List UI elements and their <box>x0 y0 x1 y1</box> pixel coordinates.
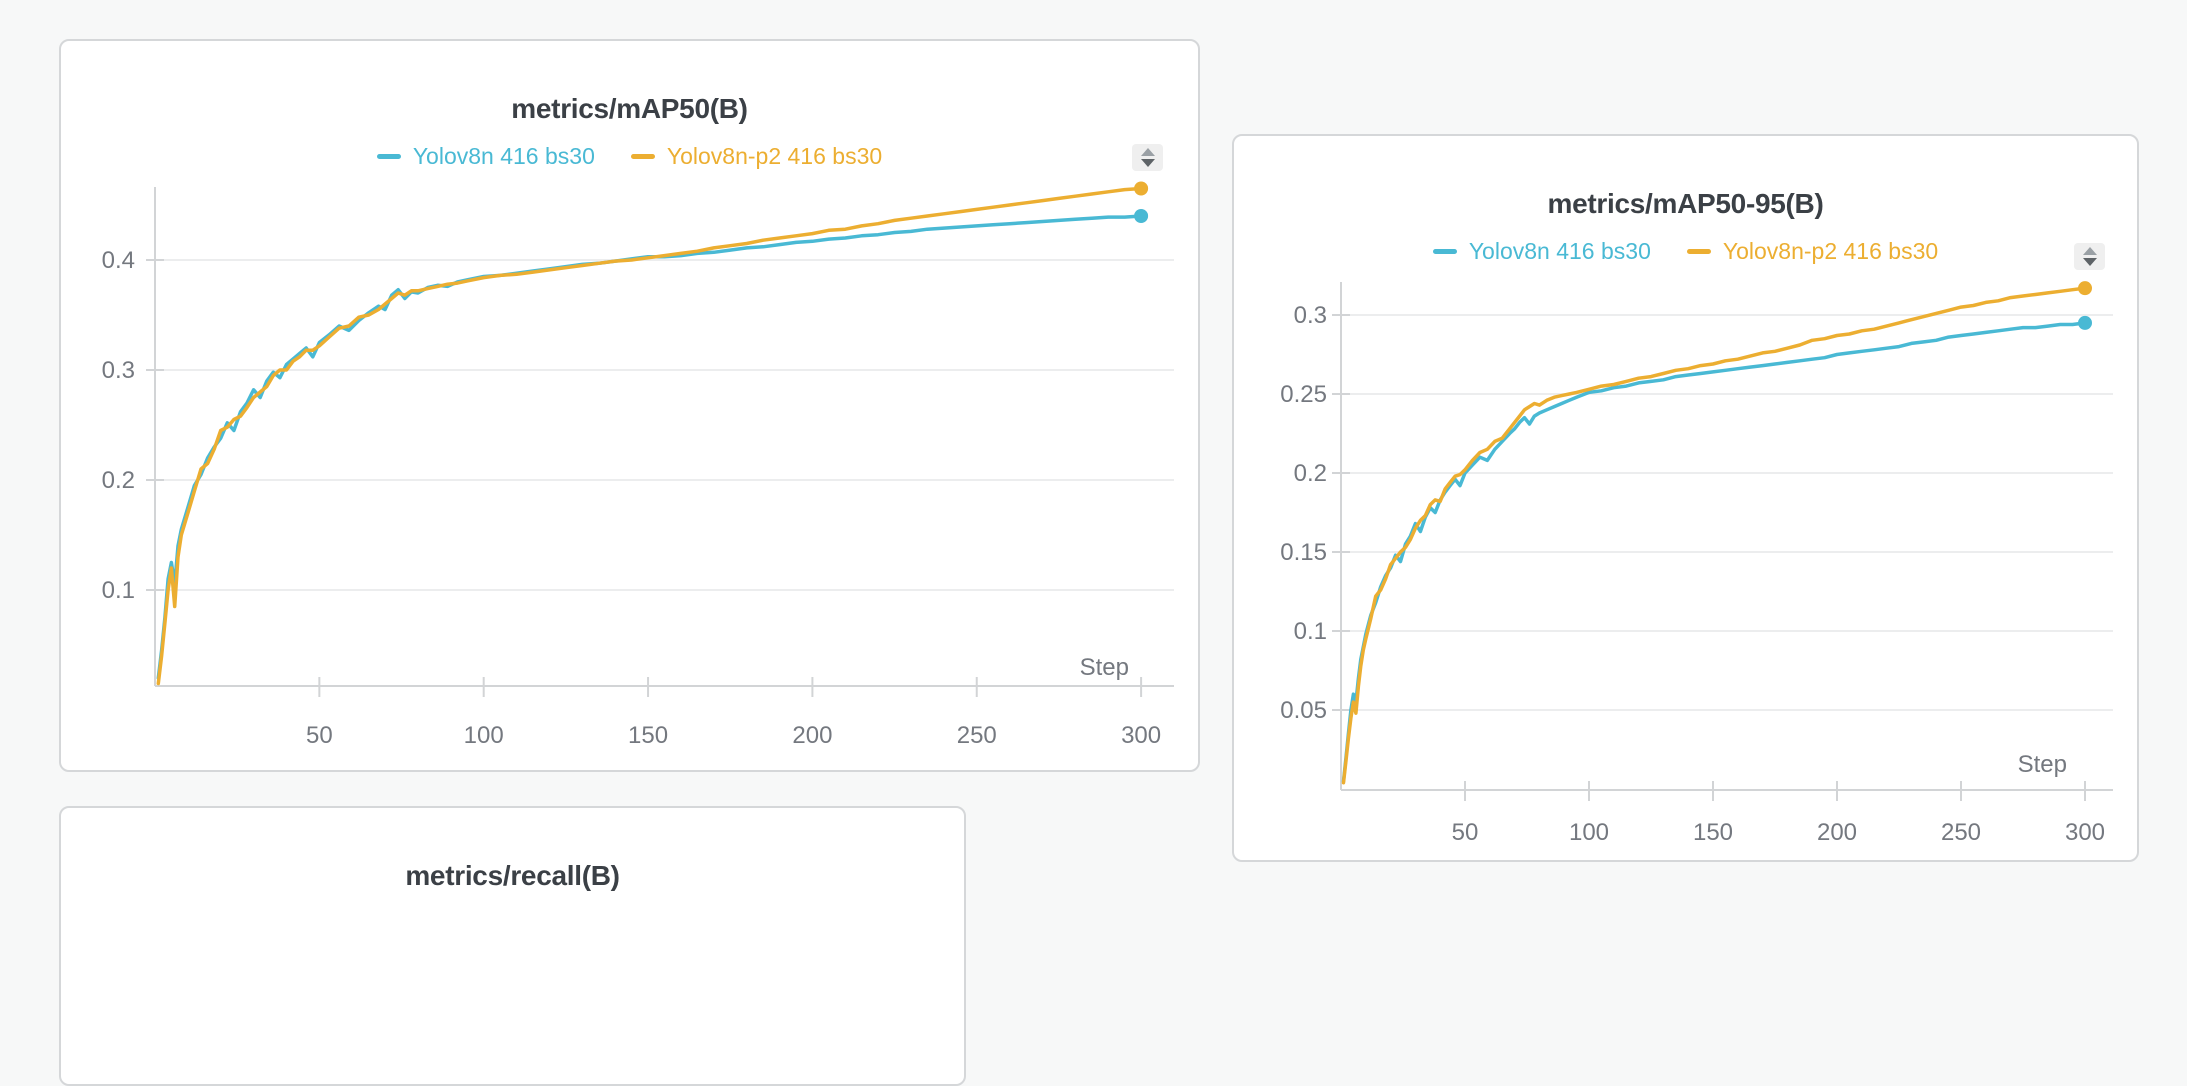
triangle-up-icon <box>1140 148 1155 156</box>
chart-panel-recall: metrics/recall(B) <box>59 806 966 1086</box>
svg-text:0.05: 0.05 <box>1280 697 1327 724</box>
svg-text:0.3: 0.3 <box>102 357 135 384</box>
svg-text:0.3: 0.3 <box>1294 302 1327 329</box>
svg-text:0.1: 0.1 <box>1294 618 1327 645</box>
svg-text:0.2: 0.2 <box>102 467 135 494</box>
legend-line-swatch <box>630 154 655 159</box>
triangle-down-icon <box>2082 258 2097 266</box>
chart-title: metrics/mAP50-95(B) <box>1547 188 1824 219</box>
svg-text:300: 300 <box>2065 819 2105 846</box>
legend-line-swatch <box>376 154 401 159</box>
legend-label: Yolov8n 416 bs30 <box>412 143 595 169</box>
svg-text:0.1: 0.1 <box>102 577 135 604</box>
svg-text:0.25: 0.25 <box>1280 381 1327 408</box>
legend-item-run2[interactable]: Yolov8n-p2 416 bs30 <box>630 143 883 170</box>
panel-resize-stepper-icon[interactable] <box>2074 243 2105 270</box>
svg-text:100: 100 <box>1569 819 1609 846</box>
legend-item-run1[interactable]: Yolov8n 416 bs30 <box>376 143 595 170</box>
legend-item-run2[interactable]: Yolov8n-p2 416 bs30 <box>1686 238 1939 265</box>
legend-line-swatch <box>1686 249 1711 254</box>
metrics-dashboard-workspace: { "colors": { "page_background": "#f7f8f… <box>59 39 2139 1086</box>
svg-text:Step: Step <box>1080 654 1129 681</box>
legend-line-swatch <box>1432 249 1457 254</box>
svg-text:150: 150 <box>628 722 668 749</box>
chart-title: metrics/mAP50(B) <box>511 93 748 124</box>
svg-text:50: 50 <box>306 722 333 749</box>
chart-title: metrics/recall(B) <box>405 860 620 891</box>
chart-panel-map50: metrics/mAP50(B) Yolov8n 416 bs30 Yolov8… <box>59 39 1200 772</box>
triangle-up-icon <box>2082 247 2097 255</box>
svg-text:0.2: 0.2 <box>1294 460 1327 487</box>
svg-text:0.15: 0.15 <box>1280 539 1327 566</box>
chart-legend: Yolov8n 416 bs30 Yolov8n-p2 416 bs30 <box>61 143 1198 170</box>
legend-label: Yolov8n-p2 416 bs30 <box>1722 238 1939 264</box>
svg-text:250: 250 <box>957 722 997 749</box>
panel-resize-stepper-icon[interactable] <box>1132 144 1163 171</box>
svg-text:250: 250 <box>1941 819 1981 846</box>
legend-item-run1[interactable]: Yolov8n 416 bs30 <box>1432 238 1651 265</box>
svg-text:0.4: 0.4 <box>102 247 135 274</box>
chart-legend: Yolov8n 416 bs30 Yolov8n-p2 416 bs30 <box>1234 238 2137 265</box>
triangle-down-icon <box>1140 159 1155 167</box>
legend-label: Yolov8n 416 bs30 <box>1468 238 1651 264</box>
svg-text:100: 100 <box>464 722 504 749</box>
svg-text:200: 200 <box>1817 819 1857 846</box>
svg-text:150: 150 <box>1693 819 1733 846</box>
chart-panel-map50-95: metrics/mAP50-95(B) Yolov8n 416 bs30 Yol… <box>1232 134 2139 862</box>
svg-text:Step: Step <box>2018 751 2067 778</box>
legend-label: Yolov8n-p2 416 bs30 <box>666 143 883 169</box>
chart-plot-area[interactable]: 0.05 0.1 0.15 0.2 0.25 0.3 50 100 150 200 250 300 St… <box>1234 136 2137 860</box>
svg-text:50: 50 <box>1452 819 1479 846</box>
svg-text:200: 200 <box>792 722 832 749</box>
svg-text:300: 300 <box>1121 722 1161 749</box>
chart-plot-area[interactable]: 0.1 0.2 0.3 0.4 50 100 150 200 250 300 Step <box>61 41 1198 770</box>
